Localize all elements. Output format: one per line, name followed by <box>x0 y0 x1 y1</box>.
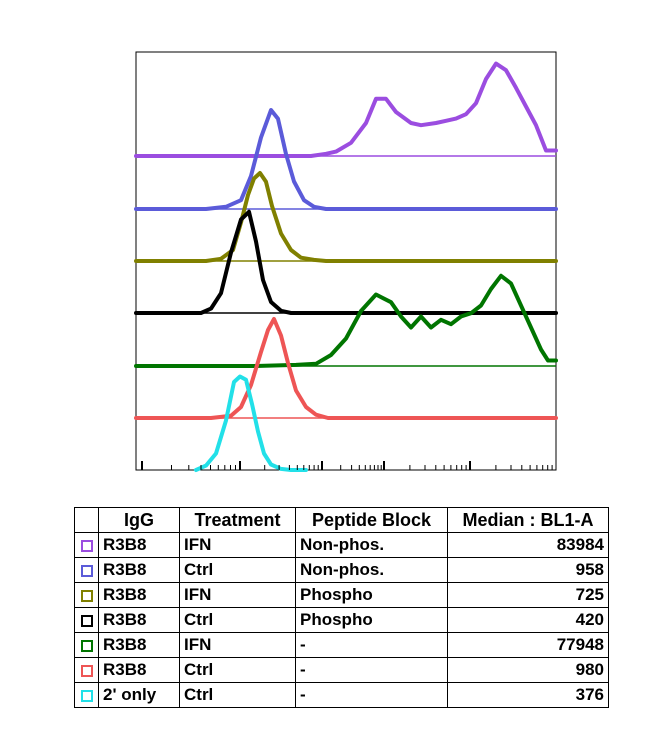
cell-median: 77948 <box>447 632 609 658</box>
cell-treatment: Ctrl <box>179 682 296 708</box>
series-curve <box>134 317 558 420</box>
cell-treatment: Ctrl <box>179 657 296 683</box>
legend-row: R3B8 IFN Phospho 725 <box>74 582 609 608</box>
series-curve <box>194 374 308 472</box>
cell-peptide-block: - <box>295 657 448 683</box>
legend-swatch-cell <box>74 607 99 633</box>
legend-swatch <box>80 614 93 627</box>
cell-median: 376 <box>447 682 609 708</box>
cell-peptide-block: - <box>295 682 448 708</box>
cell-median: 725 <box>447 582 609 608</box>
header-median: Median : BL1-A <box>447 507 609 533</box>
header-treatment: Treatment <box>179 507 296 533</box>
header-peptide-block: Peptide Block <box>295 507 448 533</box>
cell-peptide-block: Phospho <box>295 582 448 608</box>
series-curve <box>134 171 558 263</box>
legend-swatch-cell <box>74 582 99 608</box>
legend-table: IgG Treatment Peptide Block Median : BL1… <box>74 507 609 708</box>
legend-row: 2' only Ctrl -376 <box>74 682 609 708</box>
legend-row: R3B8 IFN Non-phos. 83984 <box>74 532 609 558</box>
cell-median: 83984 <box>447 532 609 558</box>
legend-swatch-cell <box>74 682 99 708</box>
cell-median: 980 <box>447 657 609 683</box>
cell-peptide-block: Non-phos. <box>295 532 448 558</box>
legend-row: R3B8 Ctrl -980 <box>74 657 609 683</box>
series-curve <box>134 209 558 315</box>
cell-igg: R3B8 <box>98 632 180 658</box>
histogram-overlay-chart <box>134 51 558 472</box>
cell-igg: R3B8 <box>98 532 180 558</box>
cell-igg: R3B8 <box>98 657 180 683</box>
series-curve <box>134 61 558 158</box>
legend-row: R3B8 IFN -77948 <box>74 632 609 658</box>
cell-treatment: Ctrl <box>179 607 296 633</box>
cell-peptide-block: - <box>295 632 448 658</box>
legend-swatch-cell <box>74 557 99 583</box>
header-igg: IgG <box>98 507 180 533</box>
cell-igg: R3B8 <box>98 582 180 608</box>
cell-median: 420 <box>447 607 609 633</box>
legend-swatch <box>80 564 93 577</box>
legend-row: R3B8 Ctrl Non-phos. 958 <box>74 557 609 583</box>
cell-treatment: IFN <box>179 582 296 608</box>
legend-header-row: IgG Treatment Peptide Block Median : BL1… <box>74 507 609 533</box>
cell-igg: 2' only <box>98 682 180 708</box>
legend-body: R3B8 IFN Non-phos. 83984 R3B8 Ctrl Non-phos. 95… <box>74 532 609 708</box>
legend-swatch <box>80 639 93 652</box>
x-axis-ticks <box>141 461 557 470</box>
legend-swatch-cell <box>74 657 99 683</box>
legend-swatch <box>80 589 93 602</box>
cell-median: 958 <box>447 557 609 583</box>
cell-treatment: Ctrl <box>179 557 296 583</box>
legend-swatch <box>80 539 93 552</box>
swatch-header <box>74 507 99 533</box>
series-curve <box>134 273 558 368</box>
legend-swatch-cell <box>74 632 99 658</box>
series-curve <box>134 108 558 211</box>
legend-swatch <box>80 689 93 702</box>
legend-swatch-cell <box>74 532 99 558</box>
cell-peptide-block: Non-phos. <box>295 557 448 583</box>
cell-peptide-block: Phospho <box>295 607 448 633</box>
legend-swatch <box>80 664 93 677</box>
cell-igg: R3B8 <box>98 557 180 583</box>
legend-row: R3B8 Ctrl Phospho 420 <box>74 607 609 633</box>
cell-treatment: IFN <box>179 632 296 658</box>
cell-igg: R3B8 <box>98 607 180 633</box>
series-curves <box>134 61 558 472</box>
cell-treatment: IFN <box>179 532 296 558</box>
